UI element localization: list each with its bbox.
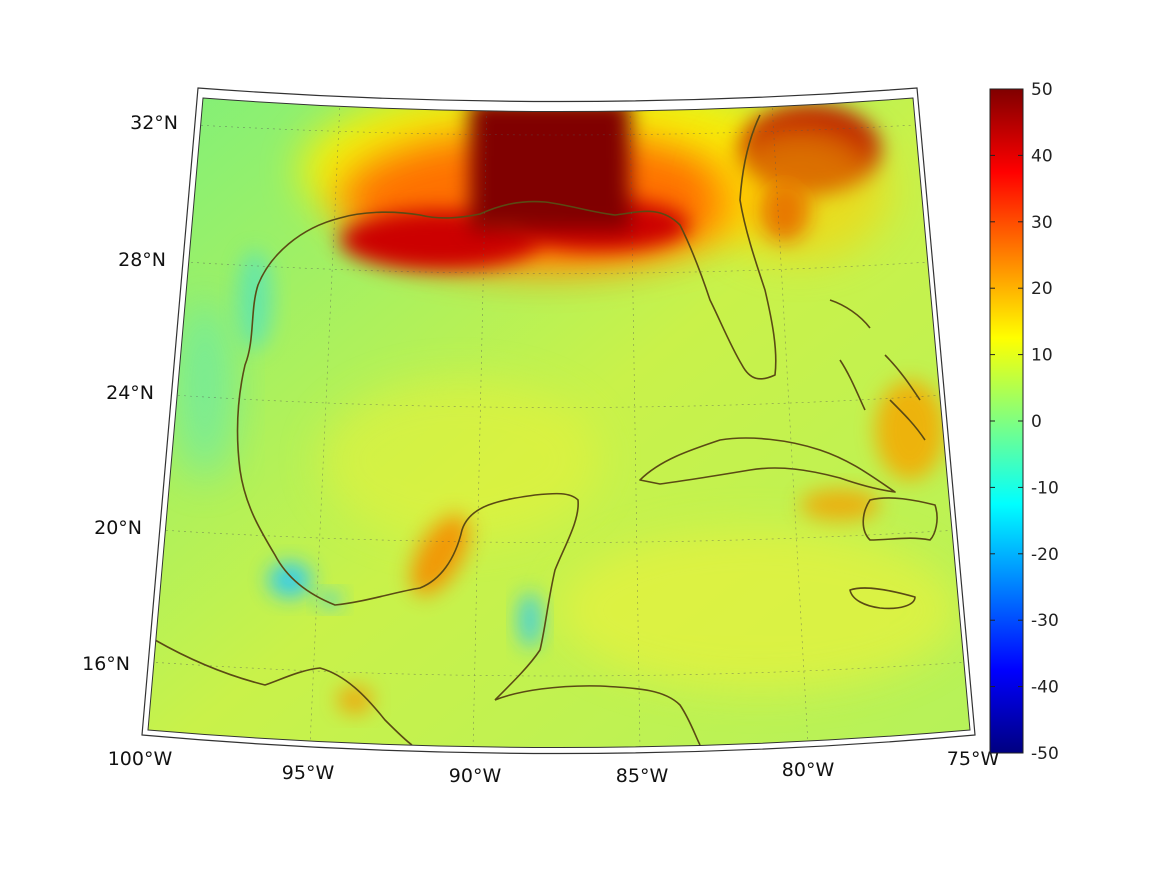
map-panel [148, 98, 970, 748]
anomaly-orange-pacific [337, 686, 373, 714]
anomaly-orange-cuba [800, 489, 880, 521]
coastline-gulf-north [236, 217, 579, 701]
colorbar: 50 40 30 20 10 0 -10 -20 -30 -40 -50 [989, 80, 1059, 764]
lon-label-90: 90°W [449, 765, 502, 787]
lon-label-85: 85°W [616, 765, 669, 787]
grid-lat-16 [149, 661, 969, 677]
anomaly-darkred-north [470, 100, 630, 230]
map-frame [141, 87, 976, 755]
frame-inner [147, 97, 971, 748]
grid-lat-28 [184, 261, 931, 274]
coastline-hispaniola [862, 497, 938, 541]
colorbar-label-0: 50 [1031, 80, 1053, 100]
frame-outer [141, 87, 976, 755]
lat-axis-labels: 32°N 28°N 24°N 20°N 16°N [82, 112, 178, 675]
grid-lat-32 [194, 124, 916, 136]
anomaly-cyan-tabasco [318, 592, 342, 608]
coastline-cuba [639, 437, 896, 493]
colorbar-label-5: 0 [1031, 412, 1042, 432]
coastline-bahamas-4 [889, 399, 926, 441]
anomaly-yellow-atlantic [710, 120, 890, 260]
anomaly-cyan-west [175, 300, 235, 480]
lat-label-16: 16°N [82, 653, 130, 675]
coastline-bahamas-2 [839, 359, 866, 411]
coastline-bahamas-3 [884, 354, 921, 401]
colorbar-label-8: -30 [1031, 611, 1059, 631]
anomaly-orange-bahamas [875, 380, 945, 480]
colorbar-label-2: 30 [1031, 213, 1053, 233]
grid-lat-20 [159, 529, 959, 543]
lon-label-75: 75°W [947, 748, 1000, 770]
colorbar-label-9: -40 [1031, 678, 1059, 698]
coastline-bahamas-1 [829, 299, 871, 329]
coastline-gulf-northcoast [339, 114, 777, 380]
colorbar-ticks: 50 40 30 20 10 0 -10 -20 -30 -40 -50 [990, 80, 1059, 764]
lat-label-28: 28°N [118, 249, 166, 271]
coastline-pacific [154, 639, 413, 746]
graticule [149, 101, 969, 748]
lon-axis-labels: 100°W 95°W 90°W 85°W 80°W 75°W [108, 748, 1000, 787]
lon-label-100: 100°W [108, 748, 173, 770]
colorbar-label-4: 10 [1031, 346, 1053, 366]
colorbar-label-6: -10 [1031, 478, 1059, 498]
anomaly-orange-campeche [410, 514, 470, 596]
coastlines [154, 114, 938, 746]
lon-label-80: 80°W [782, 759, 835, 781]
colorbar-label-1: 40 [1031, 146, 1053, 166]
coastline-central-america-south [494, 685, 701, 746]
lon-label-95: 95°W [282, 762, 335, 784]
lat-label-32: 32°N [130, 112, 178, 134]
lat-label-20: 20°N [94, 517, 142, 539]
colorbar-label-7: -20 [1031, 545, 1059, 565]
colorbar-label-10: -50 [1031, 744, 1059, 764]
anomaly-cyan-belize [518, 592, 542, 648]
anomaly-yellow-caribbean [560, 530, 960, 690]
coastline-jamaica [849, 587, 916, 610]
anomaly-yellow-gulf [320, 380, 600, 540]
colorbar-gradient [989, 88, 1024, 754]
colorbar-label-3: 20 [1031, 279, 1053, 299]
lat-label-24: 24°N [106, 382, 154, 404]
anomaly-cyan-veracruz [268, 562, 312, 598]
